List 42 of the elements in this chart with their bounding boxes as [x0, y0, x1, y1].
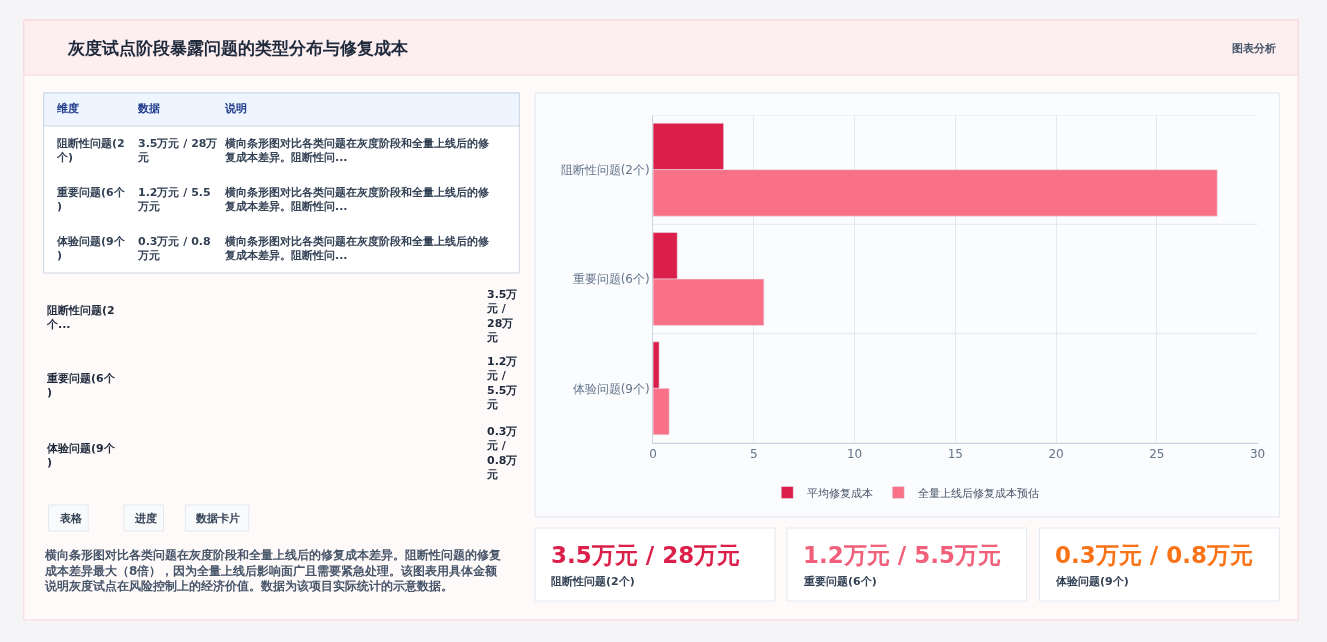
text: 阻断性问题(2个)	[551, 575, 635, 588]
text: 体验问题(9个)	[1055, 575, 1129, 588]
text: 1.2万元 / 5.5万元	[803, 542, 1001, 568]
text: 图表分析	[1232, 42, 1276, 55]
text: 数据卡片	[195, 512, 240, 525]
text: 阻断性问题(2个...	[46, 304, 115, 332]
text: 1.2万元 / 5.5万元	[486, 355, 518, 411]
text: 进度	[134, 512, 157, 525]
x-tick-label: 20	[1048, 447, 1064, 462]
y-tick-label: 体验问题(9个)	[572, 381, 650, 396]
text: 阻断性问题(2个)	[56, 137, 125, 165]
x-tick-label: 30	[1249, 447, 1266, 462]
text: 横向条形图对比各类问题在灰度阶段和全量上线后的修复成本差异。阻断性问...	[224, 186, 490, 214]
text: 重要问题(6个)	[56, 186, 126, 214]
text: 3.5万元 / 28万元	[486, 288, 518, 344]
text: 横向条形图对比各类问题在灰度阶段和全量上线后的修复成本差异。阻断性问题的修复成本差异最大（8倍），因为全量上线后影响面广且需要紧急处理。该图表用具体金额说明灰度试点在风险控制上的经济价值。数据为该项目实际统计的示意数据。	[44, 548, 501, 594]
x-tick-label: 10	[846, 447, 863, 462]
text: 3.5万元 / 28万元	[551, 542, 741, 568]
text: 0.3万元 / 0.8万元	[137, 235, 211, 263]
x-tick-label: 5	[750, 447, 758, 462]
text: 横向条形图对比各类问题在灰度阶段和全量上线后的修复成本差异。阻断性问...	[224, 235, 490, 263]
y-tick-label: 阻断性问题(2个)	[560, 162, 650, 177]
text: 横向条形图对比各类问题在灰度阶段和全量上线后的修复成本差异。阻断性问...	[224, 137, 490, 165]
text: 重要问题(6个)	[46, 372, 116, 400]
y-tick-label: 重要问题(6个)	[572, 272, 650, 287]
text: 重要问题(6个)	[803, 575, 877, 588]
legend-label: 全量上线后修复成本预估	[918, 486, 1040, 500]
legend-label: 平均修复成本	[807, 486, 874, 500]
text: 灰度试点阶段暴露问题的类型分布与修复成本	[67, 38, 409, 58]
text: 0.3万元 / 0.8万元	[1055, 542, 1253, 568]
text: 0.3万元 / 0.8万元	[486, 425, 518, 481]
text: 3.5万元 / 28万元	[137, 137, 218, 165]
text: 表格	[59, 512, 83, 525]
text: 体验问题(9个)	[46, 442, 116, 470]
text: 说明	[224, 102, 247, 115]
text: 维度	[56, 102, 79, 115]
text: 体验问题(9个)	[56, 235, 126, 263]
x-tick-label: 15	[947, 447, 963, 462]
text: 1.2万元 / 5.5万元	[137, 186, 211, 214]
text: 数据	[137, 102, 160, 115]
x-tick-label: 25	[1149, 447, 1165, 462]
x-tick-label: 0	[649, 447, 657, 462]
